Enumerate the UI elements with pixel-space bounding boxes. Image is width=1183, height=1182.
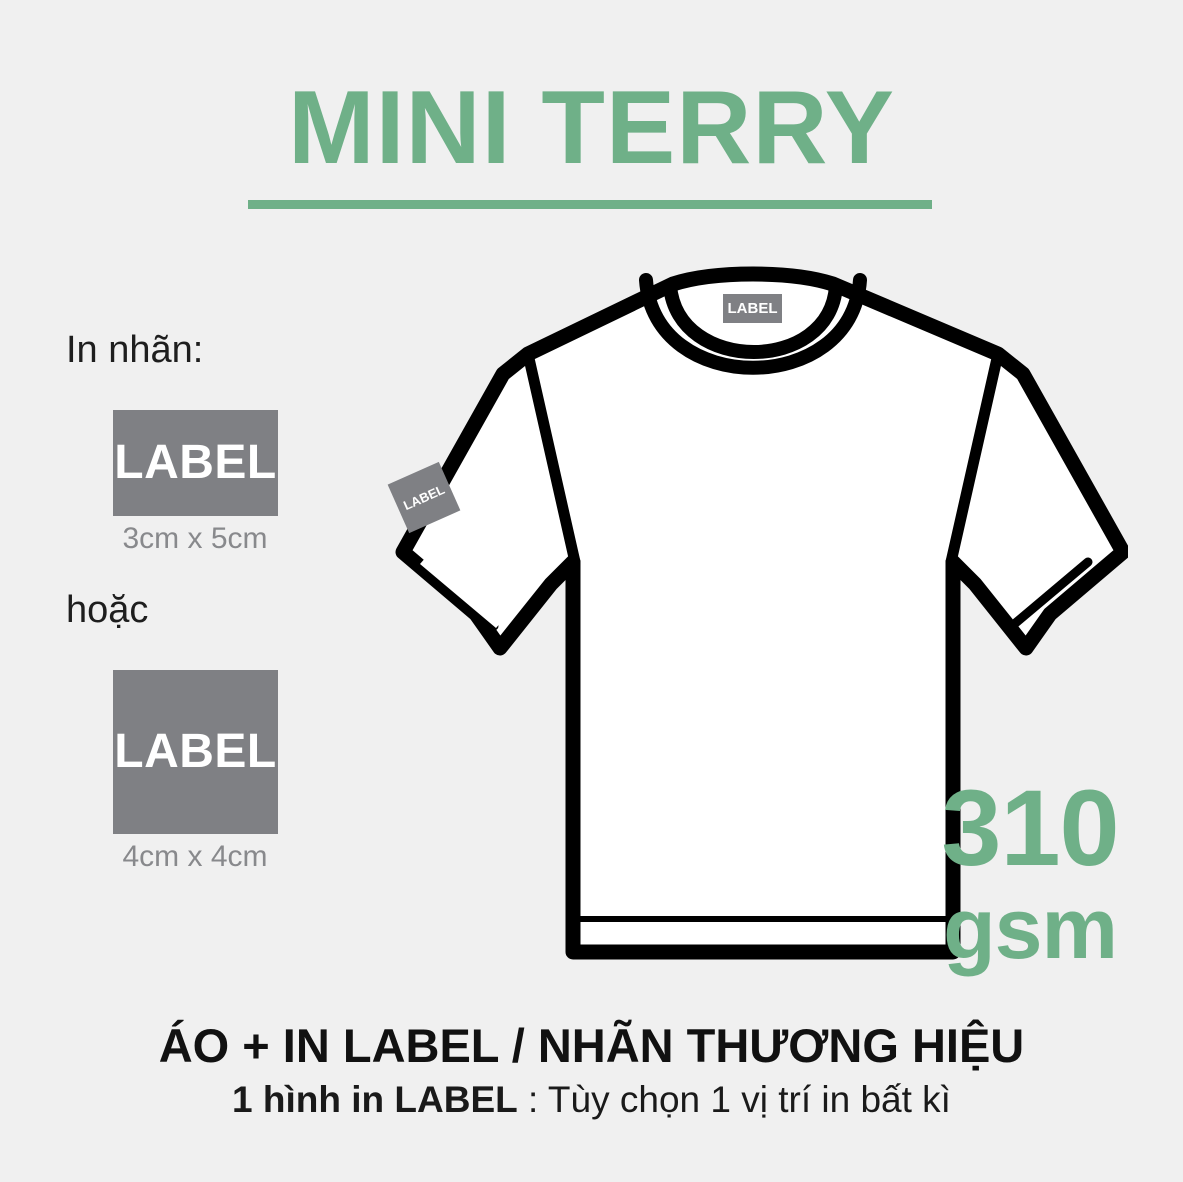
label-swatch-4x4: LABEL xyxy=(113,670,278,834)
neck-label-patch: LABEL xyxy=(723,294,782,323)
label-swatch-text: LABEL xyxy=(114,725,277,778)
page-title: MINI TERRY xyxy=(287,70,896,186)
alternative-heading: hoặc xyxy=(66,589,149,631)
sleeve-label-text: LABEL xyxy=(401,481,447,514)
collar-outer-curve xyxy=(663,279,843,359)
fabric-weight-unit: gsm xyxy=(943,881,1118,977)
footer-subline-strong: 1 hình in LABEL xyxy=(232,1079,518,1120)
fabric-weight-badge: 310 gsm xyxy=(930,767,1130,977)
left-sleeve-cuff-band xyxy=(420,548,510,628)
footer-subline-rest: : Tùy chọn 1 vị trí in bất kì xyxy=(517,1079,951,1120)
label-dimension-caption-4x4: 4cm x 4cm xyxy=(122,840,268,873)
label-swatch-3x5: LABEL xyxy=(113,410,278,516)
neck-label-text: LABEL xyxy=(727,300,778,317)
right-sleeve-cuff-line xyxy=(1007,557,1093,631)
title-underline-rule xyxy=(248,200,932,209)
tshirt-body-path xyxy=(395,266,1128,960)
tshirt-illustration xyxy=(378,262,1128,962)
footer-subline: 1 hình in LABEL : Tùy chọn 1 vị trí in b… xyxy=(0,1077,1183,1123)
label-print-heading: In nhãn: xyxy=(66,329,204,371)
footer-headline: ÁO + IN LABEL / NHÃN THƯƠNG HIỆU xyxy=(158,1019,1025,1072)
tshirt-svg xyxy=(395,266,1128,960)
label-dimension-caption-3x5: 3cm x 5cm xyxy=(122,522,268,555)
fabric-weight-value: 310 xyxy=(941,767,1119,888)
right-shoulder-seam xyxy=(945,348,1004,568)
left-shoulder-seam xyxy=(522,348,581,568)
collar-inner-curve xyxy=(639,273,867,375)
label-swatch-text: LABEL xyxy=(114,436,277,489)
